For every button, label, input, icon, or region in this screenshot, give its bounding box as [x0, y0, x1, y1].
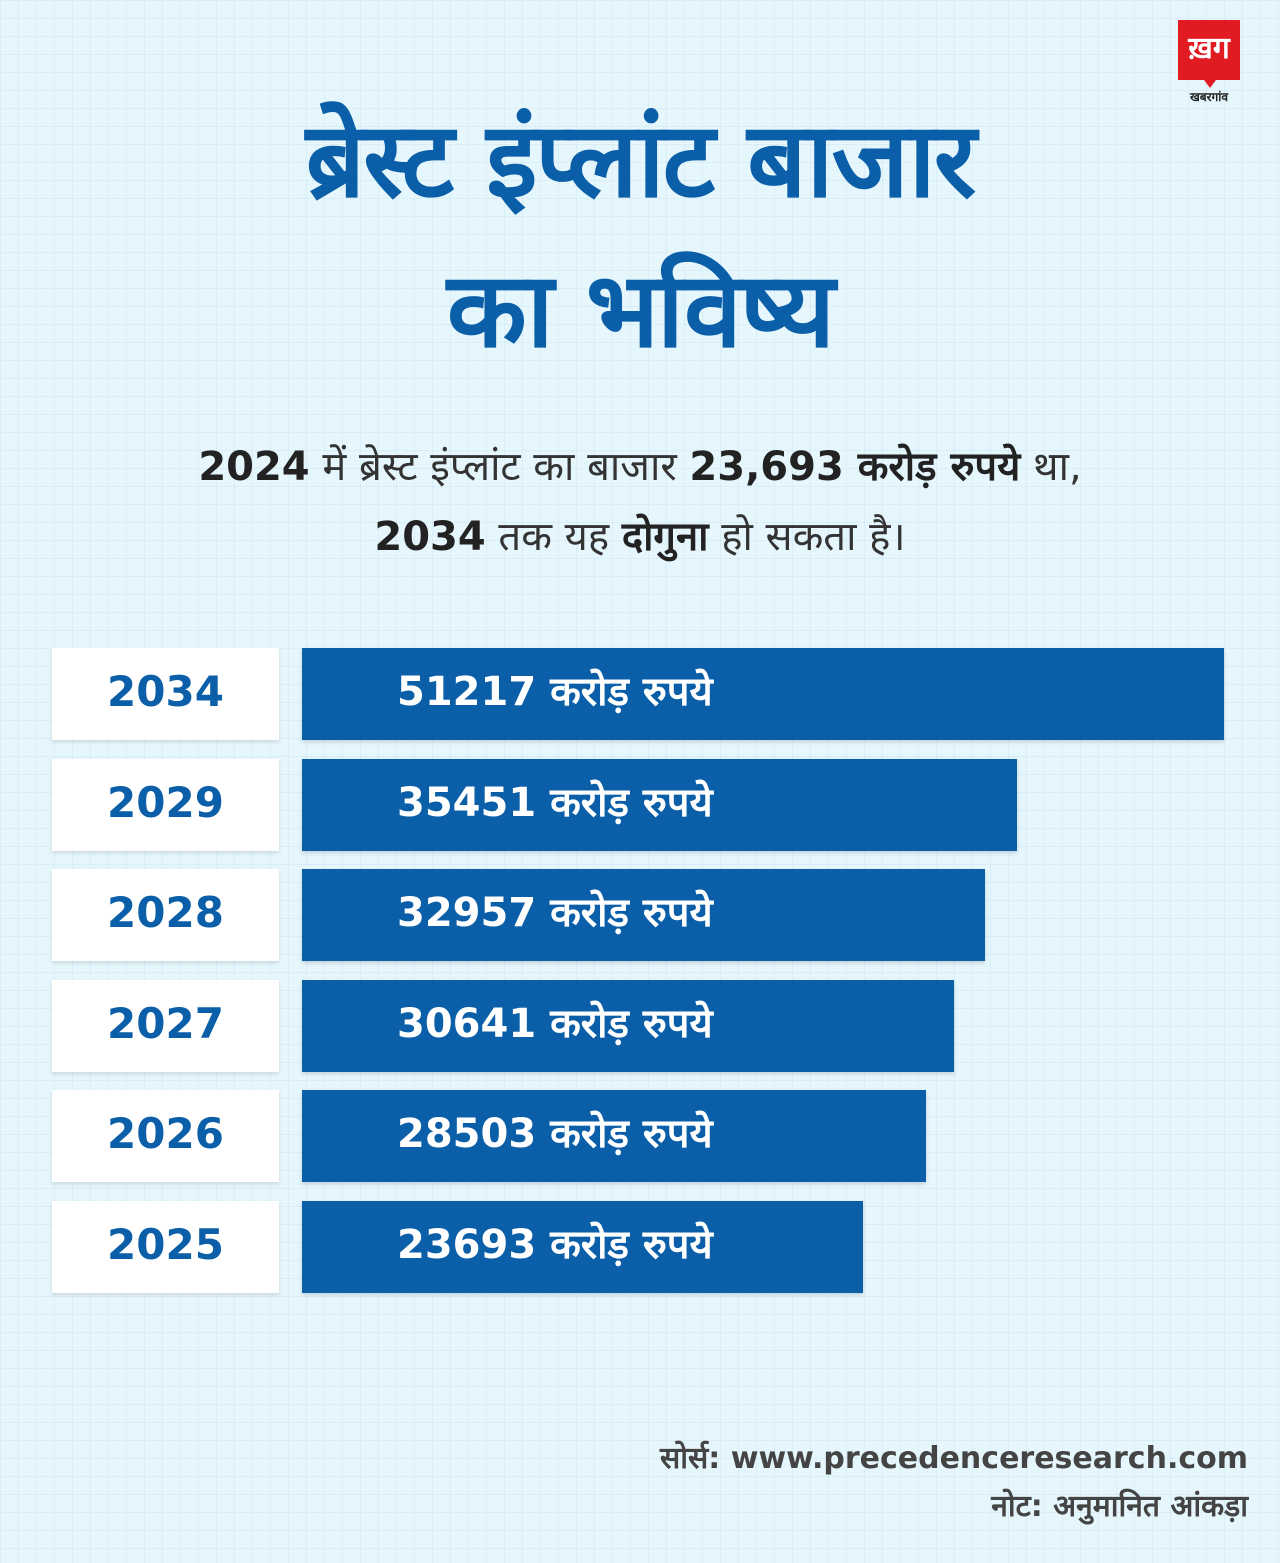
logo-name: खबरगांव: [1189, 90, 1229, 104]
page-title: ब्रेस्ट इंप्लांट बाजार का भविष्य: [0, 85, 1280, 385]
subtitle-emphasis: दोगुना: [621, 514, 709, 560]
logo-mark: ख़ग: [1178, 20, 1240, 88]
bar: 28503 करोड़ रुपये: [302, 1090, 927, 1183]
bar-row: 2026 28503 करोड़ रुपये: [52, 1090, 1252, 1183]
title-line-1: ब्रेस्ट इंप्लांट बाजार: [305, 99, 976, 221]
year-label: 2028: [52, 869, 279, 962]
subtitle-value: 23,693 करोड़ रुपये: [689, 444, 1021, 490]
year-label: 2034: [52, 648, 279, 740]
year-label: 2027: [52, 979, 279, 1072]
subtitle: 2024 में ब्रेस्ट इंप्लांट का बाजार 23,69…: [60, 432, 1220, 572]
source-text: सोर्स: www.precedenceresearch.com: [659, 1441, 1248, 1476]
bar-row: 2028 32957 करोड़ रुपये: [52, 869, 1252, 962]
logo: ख़ग खबरगांव: [1178, 20, 1240, 105]
subtitle-text: तक यह: [485, 514, 622, 560]
subtitle-year: 2024: [198, 444, 310, 490]
bar: 30641 करोड़ रुपये: [302, 979, 955, 1072]
subtitle-text: था,: [1020, 444, 1082, 490]
year-label: 2025: [52, 1201, 279, 1293]
bar: 35451 करोड़ रुपये: [302, 758, 1018, 851]
subtitle-text: हो सकता है।: [708, 514, 906, 560]
bar-row: 2029 35451 करोड़ रुपये: [52, 758, 1252, 851]
year-label: 2029: [52, 758, 279, 851]
bar-row: 2025 23693 करोड़ रुपये: [52, 1201, 1252, 1293]
bar: 23693 करोड़ रुपये: [302, 1201, 864, 1293]
year-label: 2026: [52, 1090, 279, 1183]
title-line-2: का भविष्य: [446, 249, 835, 371]
bar: 32957 करोड़ रुपये: [302, 869, 985, 962]
subtitle-text: में ब्रेस्ट इंप्लांट का बाजार: [309, 444, 690, 490]
subtitle-year: 2034: [374, 514, 486, 560]
note-text: नोट: अनुमानित आंकड़ा: [991, 1489, 1248, 1524]
bar-row: 2034 51217 करोड़ रुपये: [52, 648, 1252, 740]
bar: 51217 करोड़ रुपये: [302, 648, 1225, 740]
bar-row: 2027 30641 करोड़ रुपये: [52, 979, 1252, 1072]
